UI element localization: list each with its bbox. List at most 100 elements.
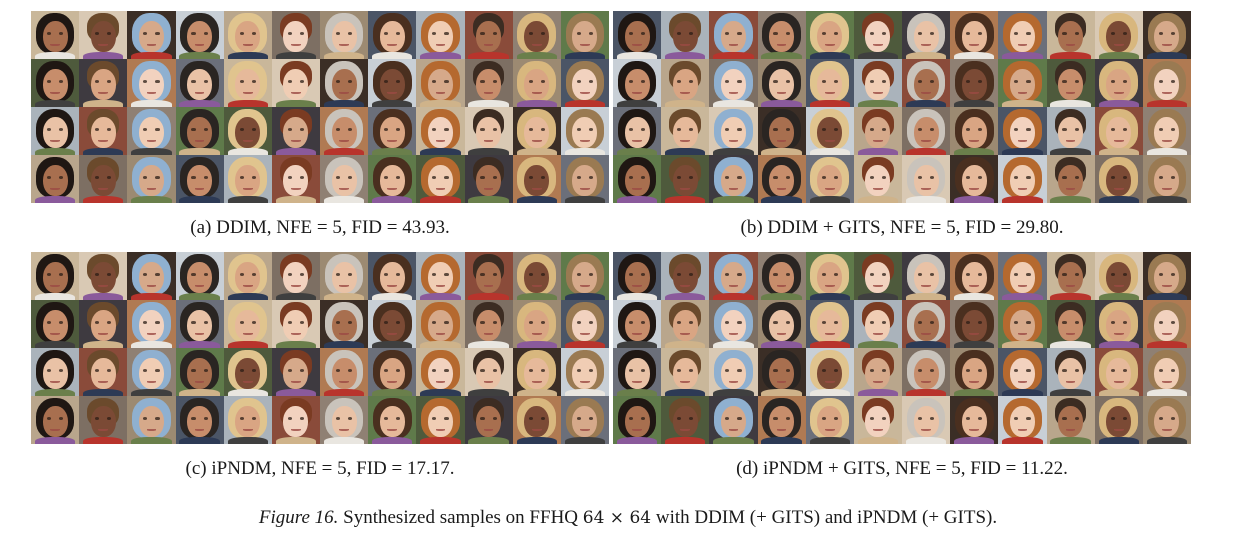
face-eyes	[432, 128, 449, 131]
face-skin	[42, 116, 68, 149]
face-sample	[320, 59, 369, 107]
face-eyes	[191, 273, 208, 276]
face-shirt	[616, 293, 658, 300]
face-sample	[175, 348, 224, 396]
face-mouth	[776, 139, 787, 142]
face-mouth	[194, 139, 205, 142]
face-sample	[560, 348, 609, 396]
face-mouth	[146, 332, 157, 335]
face-mouth	[435, 187, 446, 190]
face-eyes	[677, 80, 694, 83]
face-skin	[1106, 261, 1132, 294]
face-skin	[138, 164, 164, 197]
face-eyes	[725, 321, 742, 324]
face-shirt	[179, 100, 220, 107]
face-skin	[1106, 164, 1132, 197]
face-eyes	[384, 128, 401, 131]
face-mouth	[435, 332, 446, 335]
face-mouth	[580, 91, 590, 94]
face-skin	[913, 261, 939, 294]
face-skin	[672, 68, 698, 101]
face-sample	[1142, 59, 1191, 107]
face-sample	[613, 59, 662, 107]
face-sample	[950, 348, 999, 396]
face-skin	[283, 68, 309, 101]
face-eyes	[1014, 128, 1031, 131]
face-skin	[90, 405, 116, 438]
face-shirt	[34, 437, 76, 444]
face-skin	[769, 20, 795, 53]
face-shirt	[83, 196, 124, 203]
face-shirt	[83, 437, 124, 444]
face-shirt	[179, 341, 220, 348]
face-skin	[865, 405, 891, 438]
face-shirt	[179, 148, 220, 155]
face-shirt	[83, 148, 124, 155]
face-eyes	[95, 128, 112, 131]
face-eyes	[725, 273, 742, 276]
face-skin	[1058, 405, 1084, 438]
face-mouth	[680, 43, 691, 46]
face-eyes	[432, 176, 449, 179]
face-shirt	[131, 341, 172, 348]
face-shirt	[34, 196, 76, 203]
face-sample	[79, 11, 128, 59]
face-shirt	[616, 52, 658, 59]
face-eyes	[1014, 369, 1031, 372]
face-mouth	[387, 284, 398, 287]
face-sample	[512, 11, 561, 59]
face-mouth	[98, 332, 109, 335]
face-skin	[138, 405, 164, 438]
face-sample	[31, 107, 80, 155]
face-skin	[1106, 20, 1132, 53]
face-shirt	[809, 389, 850, 396]
face-eyes	[917, 32, 935, 35]
face-eyes	[46, 80, 64, 83]
face-shirt	[323, 52, 365, 59]
face-mouth	[98, 91, 109, 94]
face-sample	[368, 300, 417, 348]
face-shirt	[1098, 148, 1139, 155]
face-eyes	[46, 369, 64, 372]
face-sample	[127, 396, 176, 444]
face-mouth	[242, 139, 253, 142]
face-shirt	[761, 437, 802, 444]
face-eyes	[1014, 80, 1031, 83]
face-mouth	[728, 139, 739, 142]
figure-caption-text: Synthesized samples on FFHQ	[338, 507, 583, 528]
face-sample	[560, 155, 609, 203]
face-eyes	[95, 369, 112, 372]
face-eyes	[966, 176, 983, 179]
face-sample	[613, 252, 662, 300]
face-skin	[624, 20, 650, 53]
face-mouth	[291, 332, 301, 335]
face-mouth	[969, 43, 980, 46]
face-shirt	[131, 293, 172, 300]
face-sample	[320, 348, 369, 396]
face-shirt	[420, 196, 461, 203]
face-sample	[998, 252, 1047, 300]
face-mouth	[483, 284, 494, 287]
face-eyes	[917, 417, 935, 420]
face-skin	[524, 116, 550, 149]
face-eyes	[1062, 321, 1079, 324]
face-eyes	[821, 176, 838, 179]
face-mouth	[776, 332, 787, 335]
face-skin	[331, 405, 357, 438]
face-skin	[1009, 20, 1035, 53]
face-eyes	[95, 80, 112, 83]
face-mouth	[776, 91, 787, 94]
face-eyes	[335, 369, 353, 372]
face-eyes	[628, 321, 646, 324]
face-eyes	[917, 80, 935, 83]
face-eyes	[1158, 128, 1176, 131]
face-sample	[1142, 348, 1191, 396]
face-mouth	[580, 428, 590, 431]
face-skin	[1058, 20, 1084, 53]
face-shirt	[616, 437, 658, 444]
face-eyes	[46, 32, 64, 35]
face-sample	[320, 155, 369, 203]
face-eyes	[1062, 273, 1079, 276]
face-skin	[913, 405, 939, 438]
face-eyes	[1158, 80, 1176, 83]
